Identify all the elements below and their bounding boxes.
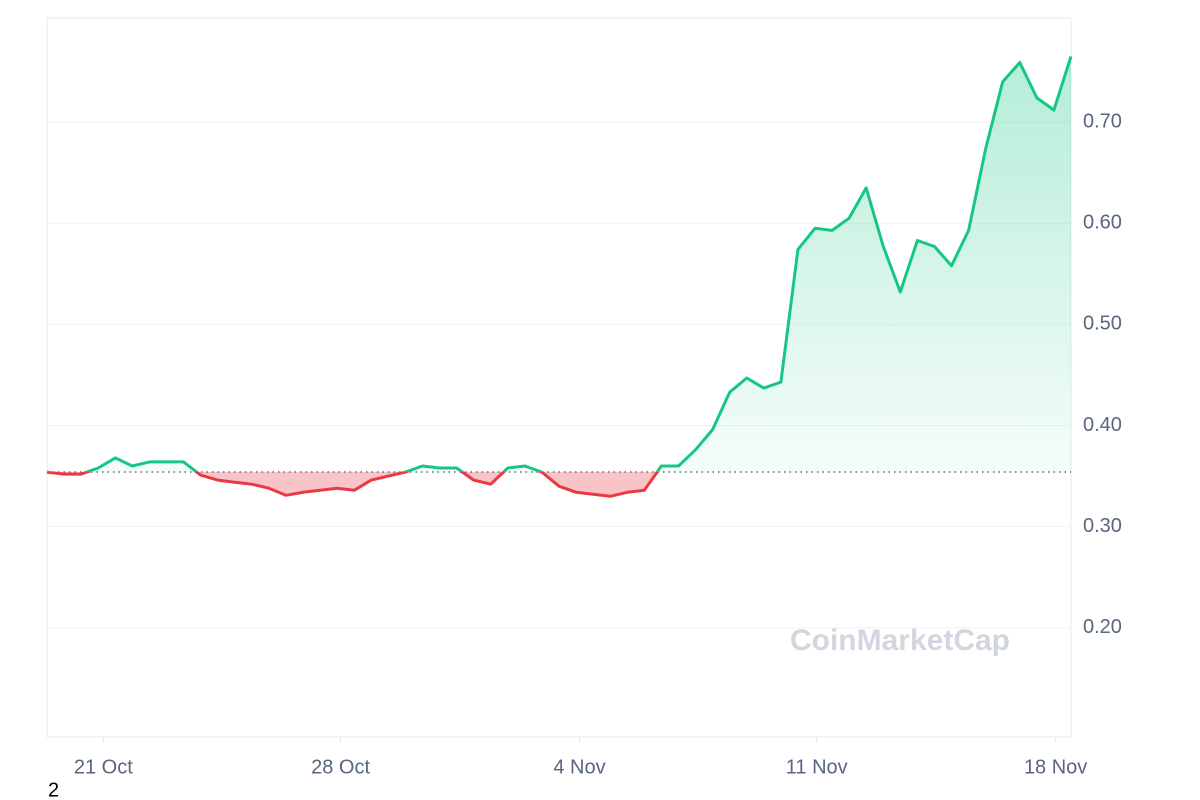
- y-tick-label: 0.40: [1083, 414, 1122, 436]
- y-tick-label: 0.60: [1083, 212, 1122, 234]
- y-tick-label: 0.50: [1083, 313, 1122, 335]
- y-tick-label: 0.70: [1083, 110, 1122, 132]
- price-area: [47, 56, 1071, 497]
- x-tick-label: 11 Nov: [786, 756, 848, 778]
- footnote: 2: [48, 779, 59, 800]
- watermark: CoinMarketCap: [790, 624, 1010, 657]
- x-tick-label: 4 Nov: [553, 756, 605, 778]
- y-tick-label: 0.20: [1083, 616, 1122, 638]
- price-line: [46, 55, 1073, 498]
- x-tick-label: 21 Oct: [74, 756, 133, 778]
- y-tick-label: 0.30: [1083, 515, 1122, 537]
- x-tick-label: 18 Nov: [1024, 756, 1087, 778]
- x-tick-label: 28 Oct: [311, 756, 370, 778]
